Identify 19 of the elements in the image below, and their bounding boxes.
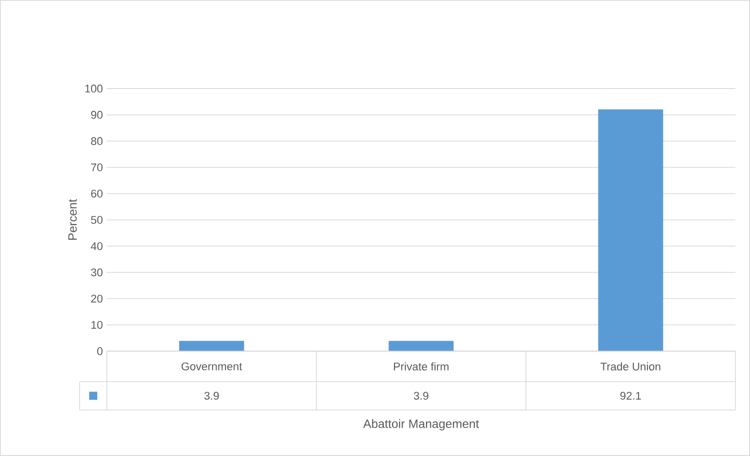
y-tick-label: 30 (91, 268, 103, 276)
x-tick-label: Trade Union (600, 362, 660, 370)
y-axis-title: Percent (68, 199, 77, 240)
y-tick-label: 100 (85, 84, 103, 93)
y-tick-label: 60 (91, 190, 103, 198)
data-label: 3.9 (204, 392, 219, 400)
y-tick-label: 10 (91, 320, 103, 329)
y-tick-label: 70 (91, 163, 103, 172)
y-tick-label: 0 (97, 347, 103, 356)
y-tick-label: 80 (91, 137, 103, 146)
x-axis-title: Abattoir Management (363, 419, 479, 430)
x-tick-label: Private firm (394, 362, 448, 370)
x-tick-label: Government (182, 362, 242, 370)
data-label: 3.9 (414, 392, 428, 400)
y-tick-label: 40 (90, 242, 103, 250)
y-tick-label: 90 (91, 110, 103, 119)
data-label: 92.1 (620, 392, 641, 400)
y-tick-label: 50 (91, 216, 103, 224)
y-tick-label: 20 (91, 294, 103, 303)
